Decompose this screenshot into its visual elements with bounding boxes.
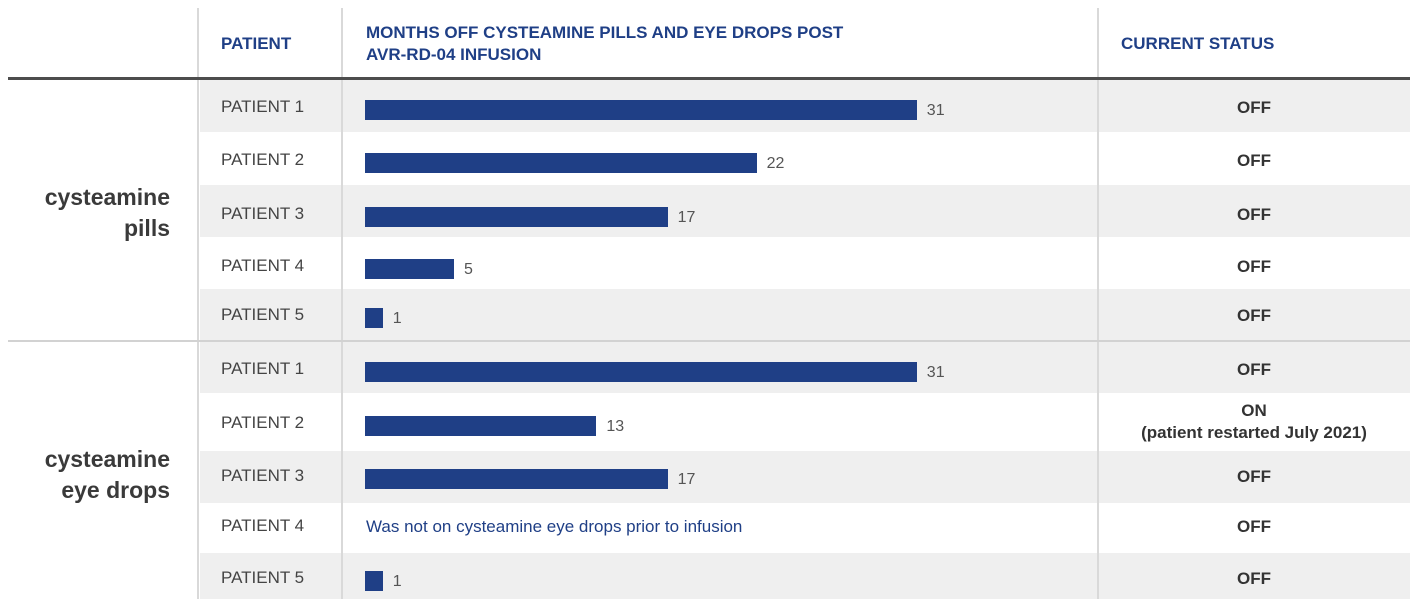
- group-divider: [8, 340, 1410, 342]
- patient-label: PATIENT 5: [221, 568, 305, 587]
- row-stripe: [200, 553, 1410, 599]
- status-value: OFF: [1237, 517, 1271, 536]
- patient-column-header: PATIENT: [221, 34, 292, 53]
- bar-value-label: 5: [464, 261, 473, 278]
- group-label-line: cysteamine: [44, 446, 170, 472]
- bar: [365, 207, 668, 227]
- bar-value-label: 1: [392, 573, 402, 590]
- status-value: OFF: [1237, 151, 1271, 170]
- patient-label: PATIENT 2: [221, 413, 305, 432]
- group-label-eye-drops: cysteamine eye drops: [0, 444, 170, 506]
- patient-label: PATIENT 5: [221, 305, 305, 324]
- row-stripe: [200, 289, 1410, 341]
- patient-label: PATIENT 3: [221, 204, 305, 223]
- patient-label: PATIENT 1: [221, 97, 305, 116]
- patient-label: PATIENT 3: [221, 466, 305, 485]
- status-value: OFF: [1237, 569, 1271, 588]
- patient-label: PATIENT 4: [221, 516, 305, 535]
- column-divider: [1097, 8, 1099, 599]
- bar: [365, 362, 917, 382]
- status-value: OFF: [1237, 205, 1271, 224]
- status-column-header: CURRENT STATUS: [1121, 34, 1275, 53]
- status-value: ON: [1241, 401, 1267, 420]
- bar-value-label: 1: [392, 310, 402, 327]
- status-note: (patient restarted July 2021): [1141, 423, 1367, 442]
- column-divider: [197, 8, 199, 599]
- patient-label: PATIENT 1: [221, 359, 305, 378]
- bar: [365, 259, 454, 279]
- bar: [365, 469, 668, 489]
- bar: [365, 153, 757, 173]
- patient-label: PATIENT 4: [221, 256, 305, 275]
- bar: [365, 100, 917, 120]
- group-label-pills: cysteamine pills: [0, 182, 170, 244]
- patient-label: PATIENT 2: [221, 150, 305, 169]
- months-column-header-line2: AVR-RD-04 INFUSION: [366, 45, 542, 64]
- status-value: OFF: [1237, 360, 1271, 379]
- no-prior-drops-note: Was not on cysteamine eye drops prior to…: [366, 517, 743, 536]
- bar-value-label: 13: [606, 418, 625, 435]
- status-value: OFF: [1237, 306, 1271, 325]
- header-rule: [8, 77, 1410, 80]
- status-value: OFF: [1237, 467, 1271, 486]
- status-value: OFF: [1237, 257, 1271, 276]
- months-column-header-line1: MONTHS OFF CYSTEAMINE PILLS AND EYE DROP…: [366, 23, 844, 42]
- column-divider: [341, 8, 343, 599]
- group-label-line: cysteamine: [44, 184, 170, 210]
- status-value: OFF: [1237, 98, 1271, 117]
- bar-value-label: 31: [926, 364, 945, 381]
- bar-value-label: 22: [766, 155, 785, 172]
- bar: [365, 571, 383, 591]
- group-label-line: eye drops: [61, 477, 170, 503]
- bar: [365, 416, 597, 436]
- bar-value-label: 17: [677, 471, 696, 488]
- group-label-line: pills: [123, 215, 170, 241]
- bar-value-label: 31: [926, 102, 945, 119]
- bar: [365, 308, 383, 328]
- bar-value-label: 17: [677, 209, 696, 226]
